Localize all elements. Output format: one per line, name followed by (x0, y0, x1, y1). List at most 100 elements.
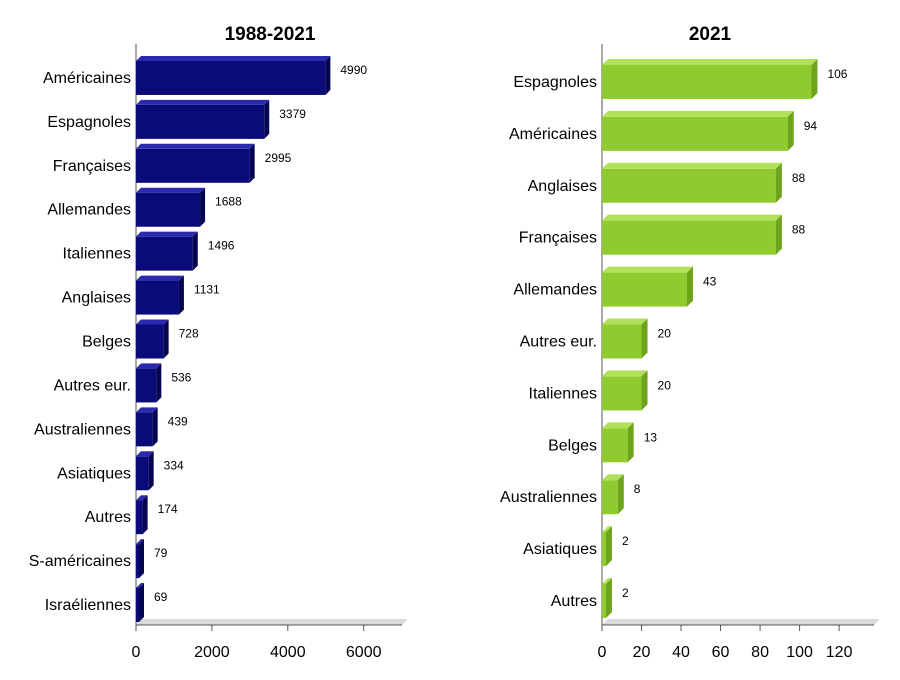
bar (136, 500, 143, 535)
bar-side-face (627, 422, 634, 463)
bar-side-face (617, 474, 624, 515)
bar (602, 428, 628, 463)
bar-top-face (136, 407, 158, 413)
data-label: 43 (703, 275, 717, 289)
category-label: Asiatiques (57, 465, 131, 482)
data-label: 88 (792, 171, 806, 185)
data-label: 728 (179, 327, 199, 341)
bar-top-face (136, 451, 154, 457)
bar (136, 192, 201, 227)
bar (136, 60, 326, 95)
category-label: Américaines (509, 126, 597, 143)
data-label: 536 (171, 370, 191, 384)
bar (602, 116, 788, 151)
data-label: 69 (154, 590, 168, 604)
data-label: 20 (658, 327, 672, 341)
category-label: Autres eur. (54, 377, 131, 394)
bar-top-face (602, 422, 634, 429)
bar-side-face (192, 231, 198, 271)
bar-top-face (136, 495, 148, 501)
axis-floor (602, 619, 880, 625)
category-label: Autres eur. (520, 334, 597, 351)
x-tick-label: 120 (826, 644, 853, 661)
x-tick-label: 4000 (270, 644, 306, 661)
category-label: Autres (551, 593, 597, 610)
chart-title: 1988-2021 (225, 24, 316, 45)
chart-title: 2021 (689, 24, 732, 45)
bar-top-face (602, 110, 794, 117)
bar-side-face (605, 526, 612, 567)
bar-side-face (641, 318, 648, 359)
bar-side-face (139, 539, 144, 579)
data-label: 13 (644, 430, 658, 444)
bar-top-face (136, 187, 206, 193)
bar-side-face (787, 110, 794, 151)
bar (136, 412, 153, 447)
category-label: Américaines (43, 70, 131, 87)
bar (602, 480, 618, 515)
category-label: Allemandes (47, 202, 131, 219)
data-label: 106 (827, 67, 847, 81)
data-label: 79 (154, 546, 168, 560)
axis-floor (136, 619, 408, 625)
x-tick-label: 6000 (346, 644, 382, 661)
x-tick-label: 0 (132, 644, 141, 661)
x-tick-label: 2000 (194, 644, 230, 661)
data-label: 2995 (265, 151, 292, 165)
bar-side-face (641, 370, 648, 411)
bar (136, 456, 149, 491)
category-label: Asiatiques (523, 541, 597, 558)
bar-side-face (605, 578, 612, 619)
data-label: 439 (168, 414, 188, 428)
data-label: 8 (634, 482, 641, 496)
bar-top-face (602, 58, 818, 65)
bar-top-face (136, 99, 270, 105)
bar (136, 324, 164, 359)
data-label: 1496 (208, 239, 235, 253)
bar-side-face (775, 214, 782, 255)
bar-side-face (686, 266, 693, 307)
data-label: 88 (792, 223, 806, 237)
x-tick-label: 0 (598, 644, 607, 661)
chart-cumulative-1988-2021: 1988-2021 Américaines 4990 Espagnoles 3379 F… (29, 24, 408, 661)
data-label: 334 (164, 458, 184, 472)
category-label: Espagnoles (47, 114, 131, 131)
bar-side-face (142, 495, 148, 535)
bar-top-face (136, 143, 255, 149)
data-label: 2 (622, 534, 629, 548)
bar (602, 532, 606, 567)
category-label: Françaises (53, 158, 131, 175)
bar (136, 148, 250, 183)
category-label: Australiennes (500, 489, 597, 506)
data-label: 4990 (340, 63, 367, 77)
bar (602, 220, 776, 255)
bar (136, 280, 179, 315)
x-tick-label: 60 (712, 644, 730, 661)
category-label: Autres (85, 509, 131, 526)
bar-top-face (136, 539, 144, 545)
category-label: Italiennes (529, 385, 598, 402)
bar-top-face (602, 474, 624, 481)
data-label: 1688 (215, 195, 242, 209)
bar-side-face (249, 143, 255, 183)
data-label: 174 (158, 502, 178, 516)
bar-top-face (602, 266, 693, 273)
bar (136, 544, 139, 579)
bar (602, 272, 687, 307)
bar-top-face (602, 578, 612, 585)
bar (136, 104, 265, 139)
x-tick-label: 80 (751, 644, 769, 661)
bar-top-face (602, 162, 782, 169)
bar-top-face (602, 526, 612, 533)
bar-side-face (139, 583, 144, 623)
bar-side-face (775, 162, 782, 203)
bar-top-face (136, 231, 198, 237)
data-label: 3379 (279, 107, 306, 121)
bar (602, 324, 642, 359)
chart-2021: 2021 Espagnoles 106 Américaines 94 Anglaises… (500, 24, 880, 661)
bar-side-face (811, 58, 818, 99)
category-label: Israéliennes (45, 597, 131, 614)
bar-top-face (136, 55, 331, 61)
bar (602, 168, 776, 203)
data-label: 94 (804, 119, 818, 133)
